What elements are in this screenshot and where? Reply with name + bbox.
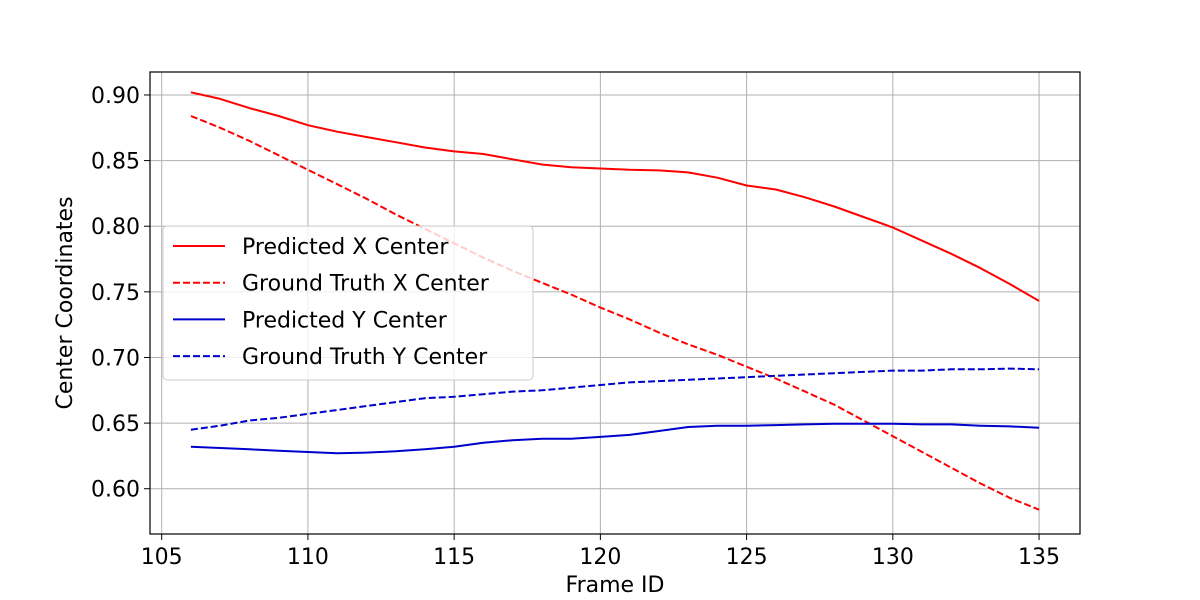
legend-entry-label: Ground Truth Y Center [242,345,488,370]
y-tick-label: 0.60 [91,478,140,503]
y-tick-label: 0.85 [91,150,140,175]
x-tick-label: 110 [287,545,329,570]
y-tick-label: 0.90 [91,84,140,109]
legend-box [162,225,534,381]
x-tick-label: 130 [872,545,914,570]
series-line-4 [190,367,1040,431]
legend-entry-label: Predicted X Center [242,235,449,260]
x-tick-label: 115 [433,545,475,570]
x-tick-label: 105 [141,545,183,570]
x-tick-label: 125 [726,545,768,570]
x-tick-label: 135 [1018,545,1060,570]
legend-entry-label: Predicted Y Center [242,308,448,333]
y-tick-label: 0.65 [91,412,140,437]
legend-entry-label: Ground Truth X Center [242,272,490,297]
y-tick-label: 0.70 [91,346,140,371]
plot-frame [149,71,1081,535]
legend: Predicted X Center Ground Truth X Center P… [162,225,534,381]
x-axis-label: Frame ID [566,573,665,598]
series-lines [190,91,1040,511]
series-line-2 [190,115,1040,511]
y-tick-label: 0.75 [91,281,140,306]
series-line-1 [190,91,1040,302]
y-axis-label: Center Coordinates [53,196,78,409]
x-axis-ticks: 105 110 115 120 125 130 135 [141,534,1060,570]
y-axis-ticks: 0.60 0.65 0.70 0.75 0.80 0.85 0.90 [91,84,150,503]
series-line-3 [190,422,1040,455]
y-tick-label: 0.80 [91,215,140,240]
x-tick-label: 120 [579,545,621,570]
